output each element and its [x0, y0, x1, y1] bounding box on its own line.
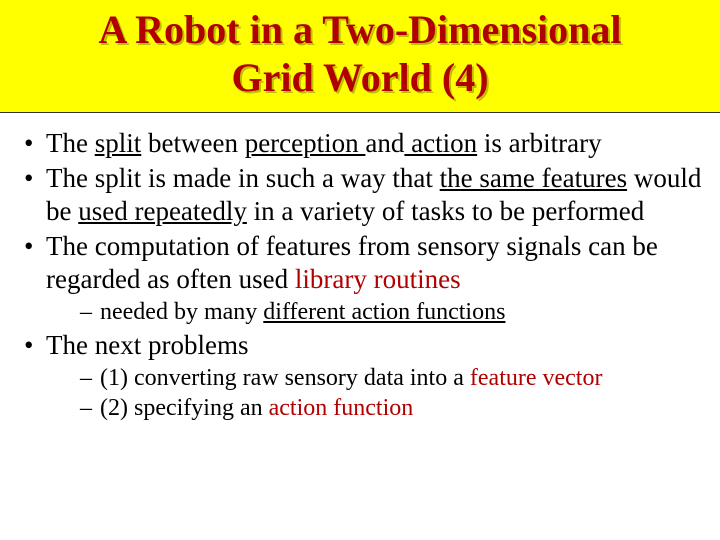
text-run: perception: [245, 128, 366, 158]
slide-title: A Robot in a Two-Dimensional Grid World …: [20, 6, 700, 102]
list-item: The split is made in such a way that the…: [18, 162, 702, 228]
slide-body: The split between perception and action …: [0, 112, 720, 423]
text-run: used repeatedly: [78, 196, 247, 226]
text-run: (1) converting raw sensory data into a: [100, 365, 470, 391]
text-run: in a variety of tasks to be performed: [247, 196, 644, 226]
title-line-2: Grid World (4): [231, 55, 488, 100]
list-item: The next problems (1) converting raw sen…: [18, 329, 702, 423]
title-banner: A Robot in a Two-Dimensional Grid World …: [0, 0, 720, 112]
text-run: (2) specifying an: [100, 395, 269, 421]
title-line-1: A Robot in a Two-Dimensional: [98, 7, 621, 52]
text-run: split: [95, 128, 142, 158]
text-run: different action functions: [263, 299, 505, 325]
text-run: The next problems: [46, 330, 248, 360]
sub-list-item: (2) specifying an action function: [46, 393, 702, 423]
sub-list: needed by many different action function…: [46, 297, 702, 327]
text-run: library routines: [295, 264, 461, 294]
text-run: The: [46, 128, 95, 158]
text-run: action: [404, 128, 477, 158]
text-run: action function: [269, 395, 414, 421]
list-item: The split between perception and action …: [18, 127, 702, 160]
text-run: and: [365, 128, 404, 158]
sub-list-item: needed by many different action function…: [46, 297, 702, 327]
list-item: The computation of features from sensory…: [18, 230, 702, 327]
sub-list-item: (1) converting raw sensory data into a f…: [46, 363, 702, 393]
text-run: the same features: [440, 163, 627, 193]
text-run: The split is made in such a way that: [46, 163, 440, 193]
text-run: between: [141, 128, 244, 158]
sub-list: (1) converting raw sensory data into a f…: [46, 363, 702, 423]
text-run: feature vector: [470, 365, 603, 391]
bullet-list: The split between perception and action …: [18, 127, 702, 423]
text-run: needed by many: [100, 299, 263, 325]
text-run: is arbitrary: [477, 128, 601, 158]
